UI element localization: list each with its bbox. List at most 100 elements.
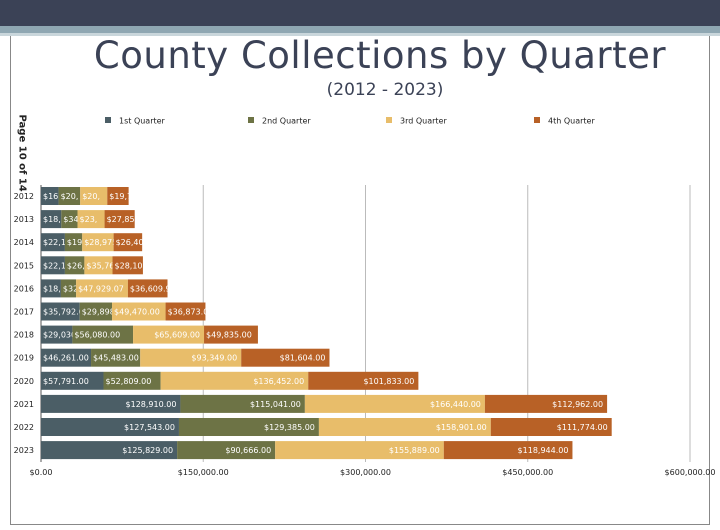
bar-value-label: $26, [67, 261, 85, 270]
bar-value-label: $18,418 [43, 284, 76, 293]
bar-segment [308, 371, 419, 390]
bar-value-label: $127,543.00 [124, 423, 175, 432]
x-tick-label: $150,000.00 [178, 468, 229, 477]
bar-value-label: $111,774.00 [557, 423, 608, 432]
bar-segment [41, 371, 104, 390]
bar-segment [113, 233, 143, 252]
bar-segment [241, 348, 330, 367]
y-category-label: 2016 [14, 284, 34, 293]
bar-value-label: $28,109.20 [115, 261, 161, 270]
bar-value-label: $101,833.00 [363, 377, 414, 386]
bar-value-label: $26,407.32 [116, 238, 162, 247]
bar-segment [41, 325, 73, 344]
bar-segment [107, 187, 129, 205]
bar-segment [60, 279, 77, 298]
bar-segment [41, 210, 62, 229]
bar-value-label: $49,835.00 [206, 331, 252, 340]
y-category-label: 2014 [14, 238, 34, 247]
bar-segment [165, 302, 206, 321]
bar-value-label: $36,609.93 [130, 284, 176, 293]
bar-segment [484, 394, 608, 413]
bar-segment [79, 302, 113, 321]
bar-segment [160, 371, 309, 390]
x-tick-label: $300,000.00 [340, 468, 391, 477]
bar-segment [275, 441, 444, 460]
bar-segment [84, 256, 113, 275]
bar-value-label: $115,041.00 [250, 400, 301, 409]
bar-value-label: $46,261.00 [43, 354, 89, 363]
legend-label-4: 4th Quarter [548, 117, 595, 126]
bar-value-label: $49,470.00 [114, 308, 160, 317]
bar-value-label: $112,962.00 [552, 400, 603, 409]
bar-value-label: $29,898.00 [82, 308, 128, 317]
bar-segment [82, 233, 114, 252]
bar-segment [41, 348, 92, 367]
x-tick-label: $450,000.00 [502, 468, 553, 477]
legend-swatch-3 [386, 117, 392, 123]
y-category-label: 2021 [14, 400, 34, 409]
header-stripe-light [0, 33, 720, 36]
y-category-label: 2018 [14, 331, 34, 340]
bar-segment [204, 325, 258, 344]
bar-value-label: $22,118 [43, 261, 76, 270]
bar-segment [490, 418, 612, 436]
bar-value-label: $125,829.00 [122, 446, 173, 455]
bar-segment [41, 394, 181, 413]
y-category-label: 2020 [14, 377, 34, 386]
bar-value-label: $93,349.00 [191, 354, 237, 363]
bar-value-label: $35,764.82 [86, 261, 132, 270]
bar-segment [112, 302, 166, 321]
bar-value-label: $90,666.00 [225, 446, 271, 455]
bar-segment [41, 233, 65, 252]
bar-value-label: $155,889.00 [389, 446, 440, 455]
bar-segment [178, 418, 319, 436]
bar-segment [41, 302, 80, 321]
bar-segment [41, 441, 178, 460]
y-category-label: 2019 [14, 354, 34, 363]
page-title: County Collections by Quarter [93, 34, 667, 77]
legend-label-1: 1st Quarter [119, 117, 166, 126]
y-category-label: 2015 [14, 261, 34, 270]
bar-segment [41, 279, 61, 298]
bar-value-label: $27,854.14 [107, 215, 153, 224]
bar-value-label: $57,791.00 [43, 377, 89, 386]
bar-segment [127, 279, 168, 298]
page-subtitle: (2012 - 2023) [326, 80, 444, 100]
bar-value-label: $136,452.00 [253, 377, 304, 386]
bar-value-label: $158,901.00 [436, 423, 487, 432]
header-bar [0, 0, 720, 26]
bar-value-label: $81,604.00 [280, 354, 326, 363]
bar-segment [64, 233, 83, 252]
bar-value-label: $166,440.00 [430, 400, 481, 409]
bar-segment [91, 348, 141, 367]
legend-label-2: 2nd Quarter [262, 117, 311, 126]
y-category-label: 2013 [14, 215, 34, 224]
bar-value-label: $36,873.00 [168, 308, 214, 317]
bar-value-label: $52,809.00 [106, 377, 152, 386]
bar-segment [41, 187, 59, 205]
bar-segment [76, 279, 128, 298]
y-category-label: 2023 [14, 446, 34, 455]
bar-segment [61, 210, 78, 229]
bar-value-label: $28,975.64 [84, 238, 130, 247]
bar-segment [140, 348, 242, 367]
bar-value-label: $118,944.00 [518, 446, 569, 455]
bar-segment [104, 210, 135, 229]
bar-segment [180, 394, 305, 413]
legend-label-3: 3rd Quarter [400, 117, 447, 126]
bar-segment [443, 441, 573, 460]
bar-segment [177, 441, 276, 460]
bar-segment [304, 394, 485, 413]
slide-frame [10, 36, 710, 525]
legend-swatch-4 [534, 117, 540, 123]
bar-value-label: $129,385.00 [264, 423, 315, 432]
bar-value-label: $65,609.00 [154, 331, 200, 340]
bar-value-label: $34, [63, 215, 81, 224]
y-category-label: 2017 [14, 308, 34, 317]
bar-segment [64, 256, 85, 275]
legend-swatch-1 [105, 117, 111, 123]
bar-segment [80, 187, 108, 205]
legend-swatch-2 [248, 117, 254, 123]
bar-segment [318, 418, 491, 436]
